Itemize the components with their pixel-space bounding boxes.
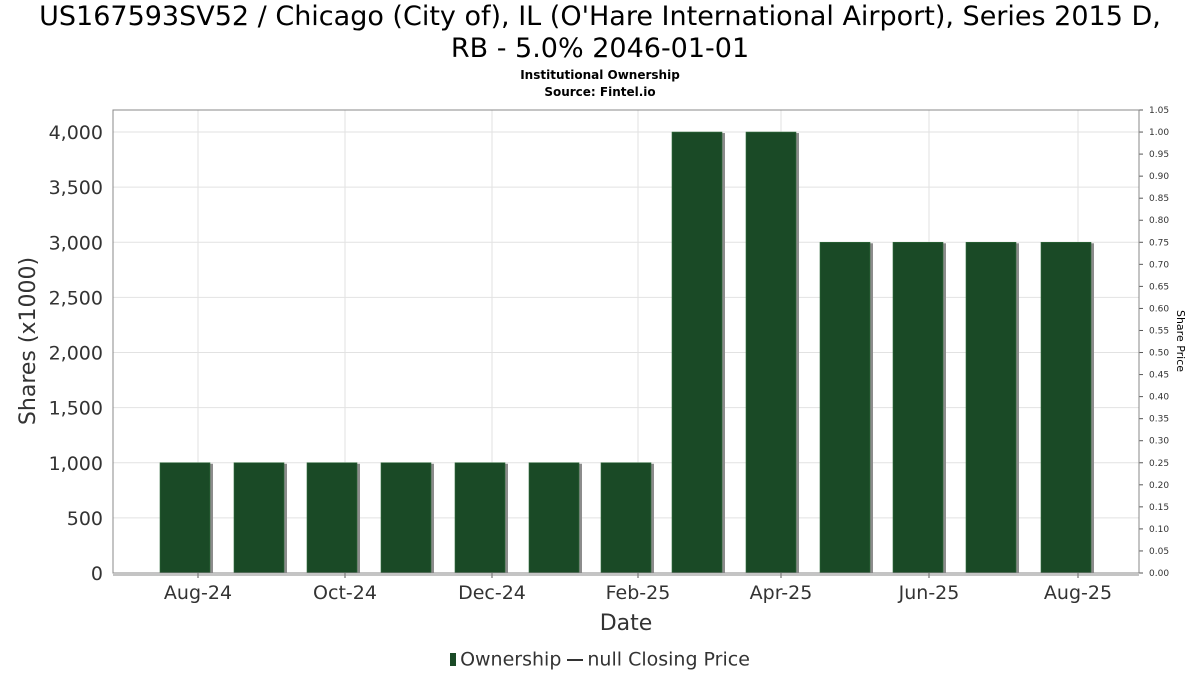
y2-tick-label: 0.15: [1149, 503, 1169, 513]
y2-tick-label: 0.65: [1149, 282, 1169, 292]
y2-tick-label: 0.95: [1149, 150, 1169, 160]
x-tick-label: Dec-24: [458, 582, 526, 604]
plot-frame: [112, 109, 1140, 574]
ownership-bar: [600, 462, 652, 574]
y2-tick-label: 0.05: [1149, 547, 1169, 557]
y2-tick-label: 0.00: [1149, 569, 1169, 579]
ownership-bar: [528, 462, 580, 574]
y2-tick-label: 1.05: [1149, 106, 1169, 116]
y2-tick-label: 0.45: [1149, 371, 1169, 381]
y2-tick-label: 0.55: [1149, 326, 1169, 336]
x-axis-title: Date: [600, 611, 653, 636]
chart-title-line2: RB - 5.0% 2046-01-01: [450, 33, 750, 64]
y-tick-label: 0: [91, 563, 103, 585]
y2-tick-label: 0.70: [1149, 260, 1169, 270]
y-axis-title: Shares (x1000): [16, 257, 41, 425]
legend-ownership-swatch: [450, 653, 457, 666]
chart-source: Source: Fintel.io: [544, 85, 656, 99]
y2-tick-label: 0.80: [1149, 216, 1169, 226]
ownership-bar: [965, 241, 1017, 574]
x-tick-label: Oct-24: [313, 582, 377, 604]
x-tick-label: Jun-25: [898, 582, 960, 604]
x-tick-label: Aug-24: [164, 582, 232, 604]
y2-tick-label: 0.10: [1149, 525, 1169, 535]
x-tick-label: Feb-25: [606, 582, 671, 604]
legend-price-swatch: [567, 658, 584, 661]
y2-tick-label: 0.25: [1149, 459, 1169, 469]
y2-tick-label: 0.30: [1149, 437, 1169, 447]
chart-subtitle: Institutional Ownership: [520, 68, 680, 82]
y-tick-label: 500: [67, 508, 103, 530]
y2-tick-label: 0.60: [1149, 304, 1169, 314]
ownership-bar: [159, 462, 211, 574]
y-tick-label: 4,000: [49, 122, 103, 144]
ownership-bar: [819, 241, 871, 574]
y-tick-label: 2,000: [49, 343, 103, 365]
ownership-bar: [454, 462, 506, 574]
y2-tick-label: 0.85: [1149, 194, 1169, 204]
legend-price-label: null Closing Price: [587, 648, 750, 671]
chart-title-line1: US167593SV52 / Chicago (City of), IL (O'…: [39, 1, 1161, 32]
y2-tick-label: 0.75: [1149, 238, 1169, 248]
y2-tick-label: 0.40: [1149, 393, 1169, 403]
ownership-bar: [306, 462, 358, 574]
y2-tick-label: 0.20: [1149, 481, 1169, 491]
y-tick-label: 3,500: [49, 177, 103, 199]
legend-ownership-label: Ownership: [460, 648, 562, 671]
ownership-bar: [745, 131, 797, 574]
ownership-bar: [1040, 241, 1092, 574]
y2-tick-label: 0.35: [1149, 415, 1169, 425]
y2-tick-label: 1.00: [1149, 128, 1169, 138]
y2-tick-label: 0.50: [1149, 349, 1169, 359]
ownership-bar: [671, 131, 723, 574]
ownership-bar: [380, 462, 432, 574]
y2-axis-title: Share Price: [1174, 310, 1187, 372]
chart-title: US167593SV52 / Chicago (City of), IL (O'…: [0, 1, 1200, 65]
ownership-bar: [233, 462, 285, 574]
y-tick-label: 1,000: [49, 453, 103, 475]
y2-tick-label: 0.90: [1149, 172, 1169, 182]
x-tick-label: Apr-25: [750, 582, 813, 604]
y-tick-label: 3,000: [49, 232, 103, 254]
legend: Ownership null Closing Price: [0, 648, 1200, 671]
y-tick-label: 2,500: [49, 287, 103, 309]
y-tick-label: 1,500: [49, 398, 103, 420]
ownership-bar: [892, 241, 944, 574]
x-tick-label: Aug-25: [1044, 582, 1112, 604]
